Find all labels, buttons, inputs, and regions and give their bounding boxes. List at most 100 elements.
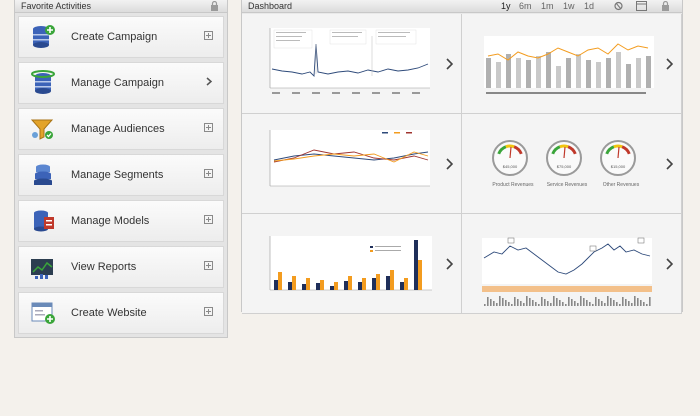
create-campaign-label: Create Campaign xyxy=(71,31,158,43)
service-revenues-label: Service Revenues xyxy=(546,182,588,188)
volume-bar xyxy=(565,304,567,306)
volume-bar xyxy=(544,299,546,306)
volume-bar xyxy=(538,304,540,306)
bar xyxy=(288,282,292,290)
bar xyxy=(358,282,362,290)
bar xyxy=(362,278,366,290)
volume-bar xyxy=(646,304,648,306)
volume-bar xyxy=(490,299,492,306)
dashboard-tile-multiline-chart[interactable] xyxy=(242,114,462,214)
volume-bar xyxy=(517,299,519,306)
volume-bar xyxy=(499,296,501,306)
bar xyxy=(330,286,334,290)
volume-bar xyxy=(532,300,534,306)
gauge-band xyxy=(505,144,515,149)
range-1y[interactable]: 1y xyxy=(501,1,511,11)
dashboard-panel: Dashboard 1y 6m 1m 1w 1d xyxy=(241,0,683,314)
volume-bar xyxy=(529,298,531,306)
range-1w[interactable]: 1w xyxy=(563,1,575,11)
chevron-right-icon[interactable] xyxy=(665,258,673,270)
bar xyxy=(616,52,621,88)
gauge-band xyxy=(567,145,577,155)
gauge-value: $75,000 xyxy=(557,164,572,169)
volume-bar xyxy=(574,301,576,306)
view-reports-item[interactable]: View Reports xyxy=(18,246,224,288)
volume-bar xyxy=(616,302,618,306)
gauge-needle xyxy=(509,146,512,159)
volume-bar xyxy=(520,301,522,306)
dashboard-tile-line-chart[interactable] xyxy=(242,14,462,114)
manage-segments-item[interactable]: Manage Segments xyxy=(18,154,224,196)
gauge-needle xyxy=(563,146,566,159)
range-6m[interactable]: 6m xyxy=(519,1,532,11)
layout-icon[interactable] xyxy=(636,1,647,11)
bar xyxy=(576,54,581,88)
create-campaign-item[interactable]: Create Campaign xyxy=(18,16,224,58)
dashboard-tile-gauges[interactable]: $45,000 $75,000 $15,000 Product Revenues S… xyxy=(462,114,682,214)
range-1d[interactable]: 1d xyxy=(584,1,595,11)
manage-campaign-item[interactable]: Manage Campaign xyxy=(18,62,224,104)
expand-icon[interactable] xyxy=(204,307,213,316)
dashboard-tile-stock-chart[interactable] xyxy=(462,214,682,314)
stock-chart-thumbnail xyxy=(482,237,652,306)
multiline-chart-thumbnail xyxy=(269,130,430,187)
favorite-activities-title: Favorite Activities xyxy=(21,1,92,11)
database-add-icon xyxy=(33,25,55,48)
bar xyxy=(386,276,390,290)
bar xyxy=(278,272,282,290)
reports-chart-icon xyxy=(31,259,53,279)
expand-icon[interactable] xyxy=(204,31,213,40)
dashboard-tile-grouped-bar-chart[interactable] xyxy=(242,214,462,314)
volume-bar xyxy=(589,302,591,306)
refresh-icon[interactable] xyxy=(613,1,624,11)
volume-bar xyxy=(604,303,606,306)
gauge-needle xyxy=(617,146,620,159)
volume-bar xyxy=(550,303,552,306)
volume-bar xyxy=(631,303,633,306)
expand-icon[interactable] xyxy=(204,169,213,178)
dashboard-tile-bar-line-chart[interactable] xyxy=(462,14,682,114)
chevron-right-icon[interactable] xyxy=(665,58,673,70)
gauge-band xyxy=(497,145,507,155)
funnel-icon xyxy=(30,119,54,140)
volume-bar xyxy=(628,301,630,306)
volume-bar xyxy=(523,303,525,306)
chevron-right-icon[interactable] xyxy=(445,258,453,270)
volume-bar xyxy=(487,297,489,306)
manage-audiences-item[interactable]: Manage Audiences xyxy=(18,108,224,150)
volume-bar xyxy=(547,301,549,306)
gauge-value: $45,000 xyxy=(503,164,518,169)
bar xyxy=(486,58,491,88)
segments-database-icon xyxy=(34,164,52,185)
volume-bar xyxy=(586,300,588,306)
lock-icon[interactable] xyxy=(210,1,219,11)
favorite-activities-panel: Favorite Activities Create Campaign Mana… xyxy=(14,0,228,338)
view-reports-label: View Reports xyxy=(71,261,137,273)
dashboard-title: Dashboard xyxy=(248,1,293,11)
gauge-band xyxy=(621,145,631,155)
bar xyxy=(516,58,521,88)
bar xyxy=(606,58,611,88)
volume-bar xyxy=(508,302,510,306)
lock-icon[interactable] xyxy=(660,1,671,11)
volume-bar xyxy=(643,302,645,306)
chevron-right-icon[interactable] xyxy=(204,77,213,86)
manage-models-label: Manage Models xyxy=(71,215,150,227)
chevron-right-icon[interactable] xyxy=(665,158,673,170)
range-1m[interactable]: 1m xyxy=(541,1,554,11)
bar xyxy=(414,240,418,290)
chevron-right-icon[interactable] xyxy=(445,158,453,170)
manage-models-item[interactable]: Manage Models xyxy=(18,200,224,242)
bar xyxy=(506,54,511,88)
expand-icon[interactable] xyxy=(204,215,213,224)
expand-icon[interactable] xyxy=(204,123,213,132)
volume-bar xyxy=(619,304,621,306)
volume-bar xyxy=(553,296,555,306)
expand-icon[interactable] xyxy=(204,261,213,270)
bar xyxy=(566,58,571,88)
bar xyxy=(404,278,408,290)
gauge-band xyxy=(551,145,561,155)
create-website-item[interactable]: Create Website xyxy=(18,292,224,334)
bar xyxy=(302,284,306,290)
chevron-right-icon[interactable] xyxy=(445,58,453,70)
